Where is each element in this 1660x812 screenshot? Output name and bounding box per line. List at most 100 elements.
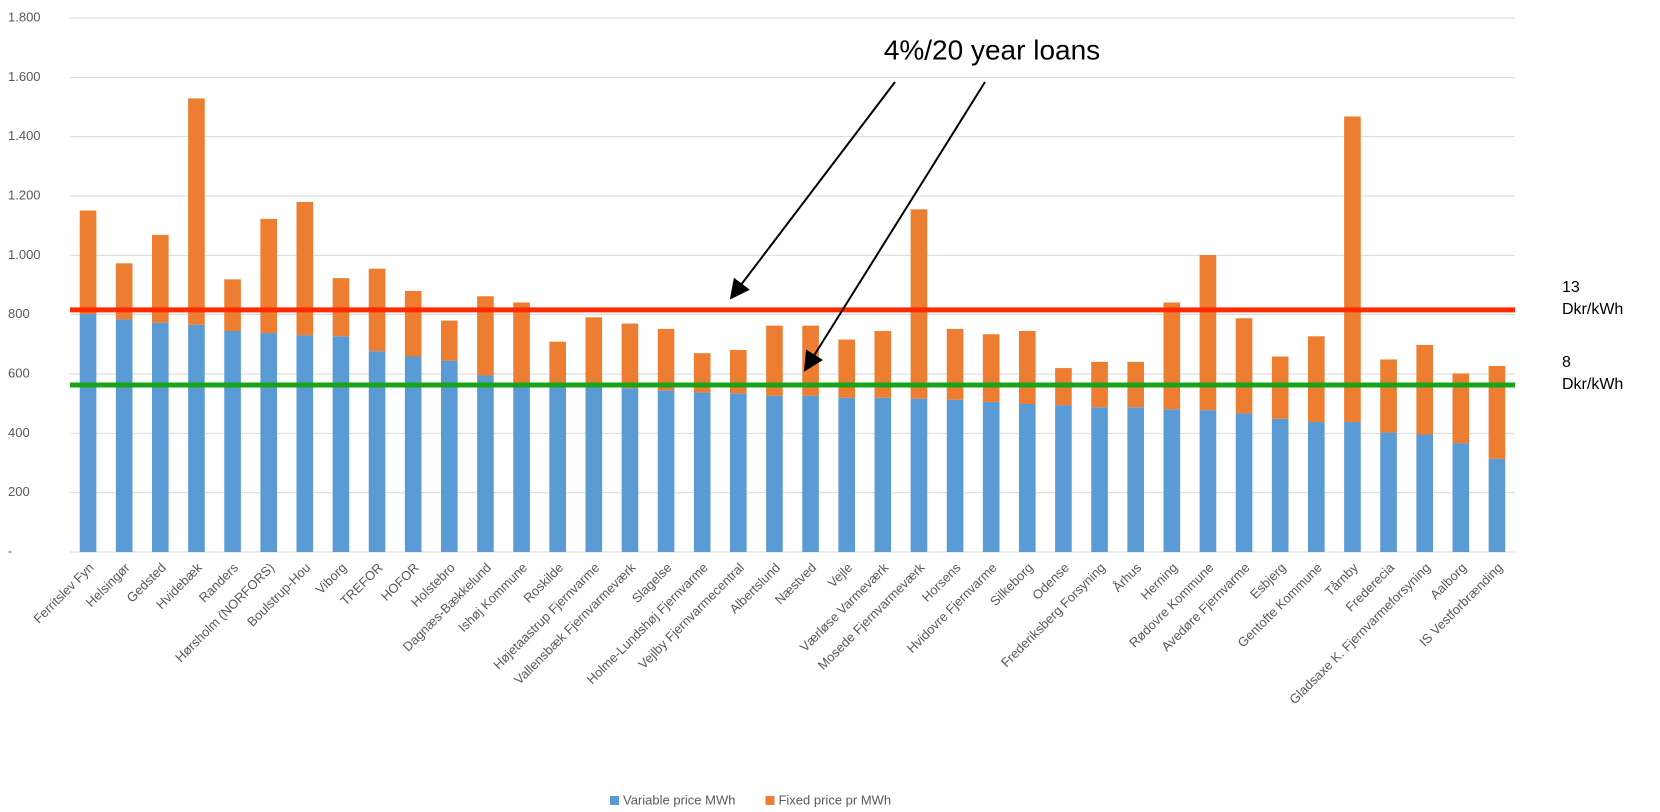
reference-label: 13 [1562,279,1580,296]
bar-segment [874,330,892,398]
bar-segment [1344,422,1361,552]
legend: Variable price MWh Fixed price pr MWh [610,792,891,807]
bar-segment [1452,373,1470,444]
bar-segment [152,322,169,552]
y-tick-label: 600 [8,365,30,380]
bar-segment [332,278,350,337]
bar-segment [1380,432,1397,552]
bar-segment [1344,116,1361,423]
bar-segment [1488,365,1506,459]
bar-segment [368,351,386,552]
bar-segment [874,397,892,552]
bar-segment [946,328,964,400]
bar-segment [1091,407,1108,552]
bar-segment [1271,418,1289,552]
bar-segment [260,218,277,334]
y-tick-label: 1.000 [8,247,41,262]
bar-segment [513,382,530,552]
bar-segment [1163,409,1181,552]
bar-segment [79,210,97,315]
bar-segment [585,385,603,552]
bar-segment [1019,403,1036,552]
arrow [729,81,896,300]
y-tick-label: 800 [8,306,30,321]
bar-segment [188,98,205,325]
bar-segment [441,360,458,552]
reference-label: Dkr/kWh [1562,376,1623,393]
bar-segment [982,334,1000,402]
bar-segment [1235,413,1253,552]
bar-segment [1452,443,1470,552]
bar-segment [910,209,928,399]
bar-segment [1416,344,1433,435]
legend-label: Fixed price pr MWh [778,792,891,807]
bar-segment [332,336,350,552]
bar-segment [657,328,675,391]
y-tick-label: 400 [8,425,30,440]
bar-segment [1380,359,1397,433]
bar-segment [657,390,675,552]
legend-label: Variable price MWh [623,792,735,807]
bar-segment [802,395,819,552]
bar-segment [513,302,530,383]
reference-label: Dkr/kWh [1562,301,1623,318]
bar-segment [766,325,783,396]
bar-segment [838,339,855,398]
bar-segment [1199,410,1217,552]
bar-segment [549,341,566,386]
y-tick-label: 1.400 [8,128,41,143]
reference-lines [70,307,1515,388]
legend-swatch [610,796,619,805]
bar-segment [1199,255,1217,411]
bar-segment [296,335,314,552]
legend-swatch [765,796,775,805]
bar-segment [1488,458,1506,552]
bar-segment [1127,407,1144,552]
grid [70,17,1515,553]
bar-segment [621,388,639,552]
bar-segment [1416,434,1433,552]
bar-segment [1308,336,1325,423]
bar-segment [1308,422,1325,552]
bar-segment [404,356,422,552]
bar-segment [693,392,711,552]
bar-segment [260,333,277,552]
bar-segment [1163,302,1181,410]
bar-segment [1235,318,1253,414]
bar-segment [766,395,783,552]
bar-segment [477,296,494,376]
reference-label: 8 [1562,354,1571,371]
bar-segment [946,399,964,552]
y-tick-label: 1.600 [8,69,41,84]
bar-segment [477,375,494,552]
bar-segment [441,320,458,361]
bar-segment [224,330,241,552]
bar-segment [404,290,422,357]
x-tick-label: Ferritslev Fyn [30,560,96,626]
bar-segment [621,323,639,389]
x-tick-label: Vejle [825,560,856,591]
bar-segment [79,314,97,552]
bar-segment [730,349,747,394]
bar-segment [152,234,169,323]
y-tick-label: 1.800 [8,9,41,24]
y-tick-label: 200 [8,484,30,499]
bar-segment [296,201,314,336]
arrow [803,81,986,372]
bar-segment [1271,356,1289,419]
bar-segment [188,324,205,552]
bar-segment [549,385,566,552]
bar-segment [224,279,241,331]
bar-segment [115,263,133,320]
bar-segment [115,319,133,552]
y-tick-label: 1.200 [8,187,41,202]
y-tick-label: - [8,543,12,558]
annotation: 4%/20 year loans [884,34,1100,65]
bar-segment [1019,330,1036,404]
bars [79,98,1506,552]
bar-segment [1055,405,1072,552]
bar-segment [585,317,603,386]
x-tick-label: Boulstrup-Hou [244,560,313,629]
